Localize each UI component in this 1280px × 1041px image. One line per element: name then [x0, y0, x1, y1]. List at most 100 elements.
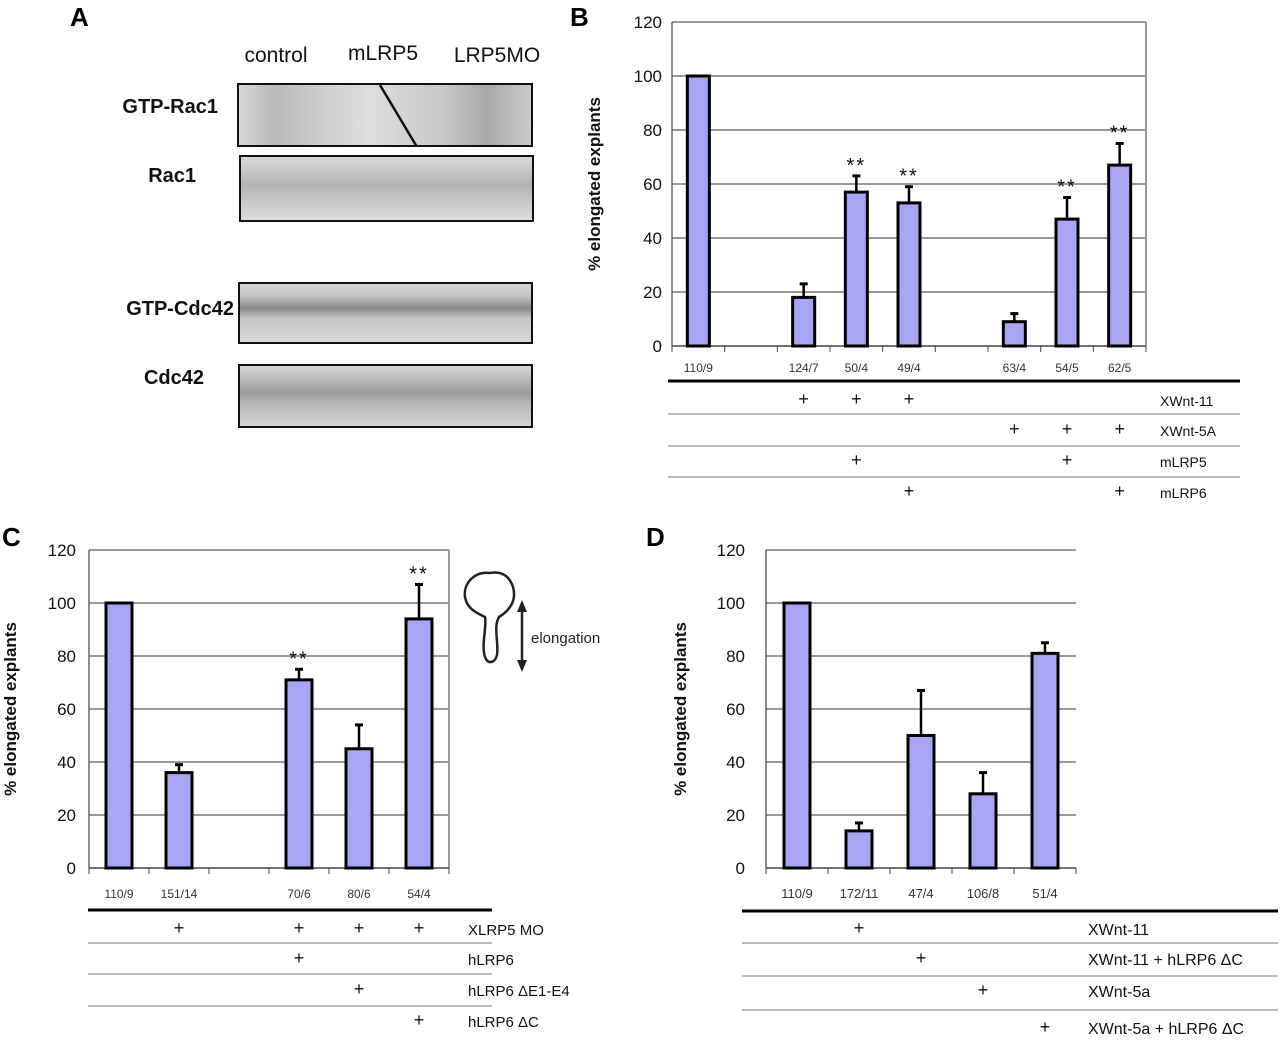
plus-mark-b: +: [798, 389, 809, 409]
plus-mark-b: +: [1114, 419, 1125, 439]
y-tick-label-d: 40: [726, 753, 745, 772]
plus-mark-b: +: [1062, 419, 1073, 439]
plus-mark-b: +: [851, 389, 862, 409]
category-label-b: 62/5: [1108, 361, 1132, 375]
panel-label-b: B: [570, 2, 589, 32]
condition-label-d: XWnt-5a: [1088, 984, 1150, 1001]
y-tick-label-c: 120: [48, 541, 76, 560]
condition-label-b: mLRP5: [1160, 454, 1207, 470]
y-tick-label-c: 60: [57, 700, 76, 719]
y-tick-label-b: 80: [643, 121, 662, 140]
category-label-b: 50/4: [845, 361, 869, 375]
category-label-d: 172/11: [840, 886, 879, 901]
y-tick-label-c: 100: [48, 594, 76, 613]
bar-d-1: [844, 829, 874, 870]
y-tick-label-c: 20: [57, 806, 76, 825]
category-label-b: 49/4: [897, 361, 921, 375]
plus-mark-c: +: [354, 979, 365, 999]
blot-label-cdc42: Cdc42: [143, 367, 204, 389]
plus-mark-b: +: [904, 481, 915, 501]
category-label-c: 80/6: [347, 887, 371, 901]
panel-label-d: D: [646, 522, 665, 552]
category-label-d: 51/4: [1032, 886, 1057, 901]
y-tick-label-c: 40: [57, 753, 76, 772]
category-label-d: 106/8: [967, 886, 1000, 901]
significance-marker-b: **: [1057, 177, 1077, 199]
significance-marker-c: **: [289, 648, 309, 670]
significance-marker-c: **: [409, 563, 429, 585]
condition-label-c: hLRP6 ΔC: [468, 1014, 539, 1031]
condition-label-d: XWnt-5a + hLRP6 ΔC: [1088, 1021, 1244, 1038]
condition-label-c: hLRP6: [468, 952, 514, 969]
bar-c-4: [404, 617, 434, 870]
plus-mark-b: +: [851, 450, 862, 470]
plus-mark-c: +: [294, 918, 305, 938]
bar-d-2: [906, 734, 936, 870]
y-tick-label-b: 100: [634, 67, 662, 86]
bar-b-6: [1107, 163, 1133, 348]
category-label-d: 110/9: [781, 886, 813, 901]
category-label-c: 54/4: [407, 887, 431, 901]
plus-mark-c: +: [414, 918, 425, 938]
category-label-b: 54/5: [1055, 361, 1079, 375]
blot-label-gtp-cdc42: GTP-Cdc42: [126, 298, 234, 320]
category-label-b: 110/9: [684, 361, 713, 375]
panel-label-c: C: [2, 522, 21, 552]
category-label-b: 124/7: [789, 361, 819, 375]
double-arrow-icon: [517, 600, 527, 672]
y-tick-label-d: 100: [717, 594, 745, 613]
y-tick-label-d: 60: [726, 700, 745, 719]
significance-marker-b: **: [1110, 123, 1130, 145]
bar-d-3: [968, 792, 998, 870]
y-tick-label-c: 80: [57, 647, 76, 666]
y-tick-label-d: 0: [736, 859, 745, 878]
bar-b-4: [1001, 320, 1027, 348]
blot-rac1: [239, 155, 534, 222]
y-axis-label-d: % elongated explants: [671, 622, 690, 796]
blot-column-mlrp5: mLRP5: [347, 42, 419, 65]
explant-schematic: elongation: [463, 571, 600, 672]
condition-label-d: XWnt-11 + hLRP6 ΔC: [1088, 952, 1243, 969]
condition-label-b: XWnt-5A: [1160, 423, 1217, 439]
plus-mark-d: +: [916, 948, 927, 968]
bar-c-1: [164, 771, 194, 870]
condition-label-b: XWnt-11: [1160, 393, 1214, 409]
bar-c-3: [344, 747, 374, 870]
y-tick-label-c: 0: [67, 859, 76, 878]
blot-gtp-rac1: [237, 83, 533, 147]
explant-shape-icon: [463, 571, 516, 664]
y-tick-label-d: 20: [726, 806, 745, 825]
plus-mark-b: +: [904, 389, 915, 409]
plus-mark-c: +: [414, 1010, 425, 1030]
category-label-c: 151/14: [161, 887, 198, 901]
category-label-b: 63/4: [1003, 361, 1027, 375]
y-tick-label-b: 40: [643, 229, 662, 248]
bar-d-4: [1030, 651, 1060, 870]
significance-marker-b: **: [847, 155, 867, 177]
bar-b-3: [896, 201, 922, 348]
bar-c-2: [284, 678, 314, 870]
blot-column-lrp5mo: LRP5MO: [453, 44, 541, 67]
blot-cdc42: [238, 364, 533, 428]
bar-b-1: [791, 295, 817, 348]
category-label-d: 47/4: [908, 886, 933, 901]
y-axis-label-c: % elongated explants: [1, 622, 20, 796]
blot-column-control: control: [244, 44, 308, 67]
condition-label-b: mLRP6: [1160, 485, 1207, 501]
plus-mark-c: +: [354, 918, 365, 938]
y-tick-label-b: 0: [653, 337, 662, 356]
blot-label-gtp-rac1: GTP-Rac1: [122, 96, 218, 118]
y-tick-label-b: 120: [634, 13, 662, 32]
plus-mark-c: +: [294, 948, 305, 968]
y-tick-label-b: 60: [643, 175, 662, 194]
category-label-c: 70/6: [287, 887, 311, 901]
y-tick-label-b: 20: [643, 283, 662, 302]
plus-mark-c: +: [174, 918, 185, 938]
panel-label-a: A: [70, 2, 89, 32]
y-axis-label-b: % elongated explants: [585, 97, 604, 271]
bar-c-0: [104, 601, 134, 870]
y-tick-label-d: 120: [717, 541, 745, 560]
plus-mark-b: +: [1062, 450, 1073, 470]
blot-label-rac1: Rac1: [148, 165, 196, 187]
